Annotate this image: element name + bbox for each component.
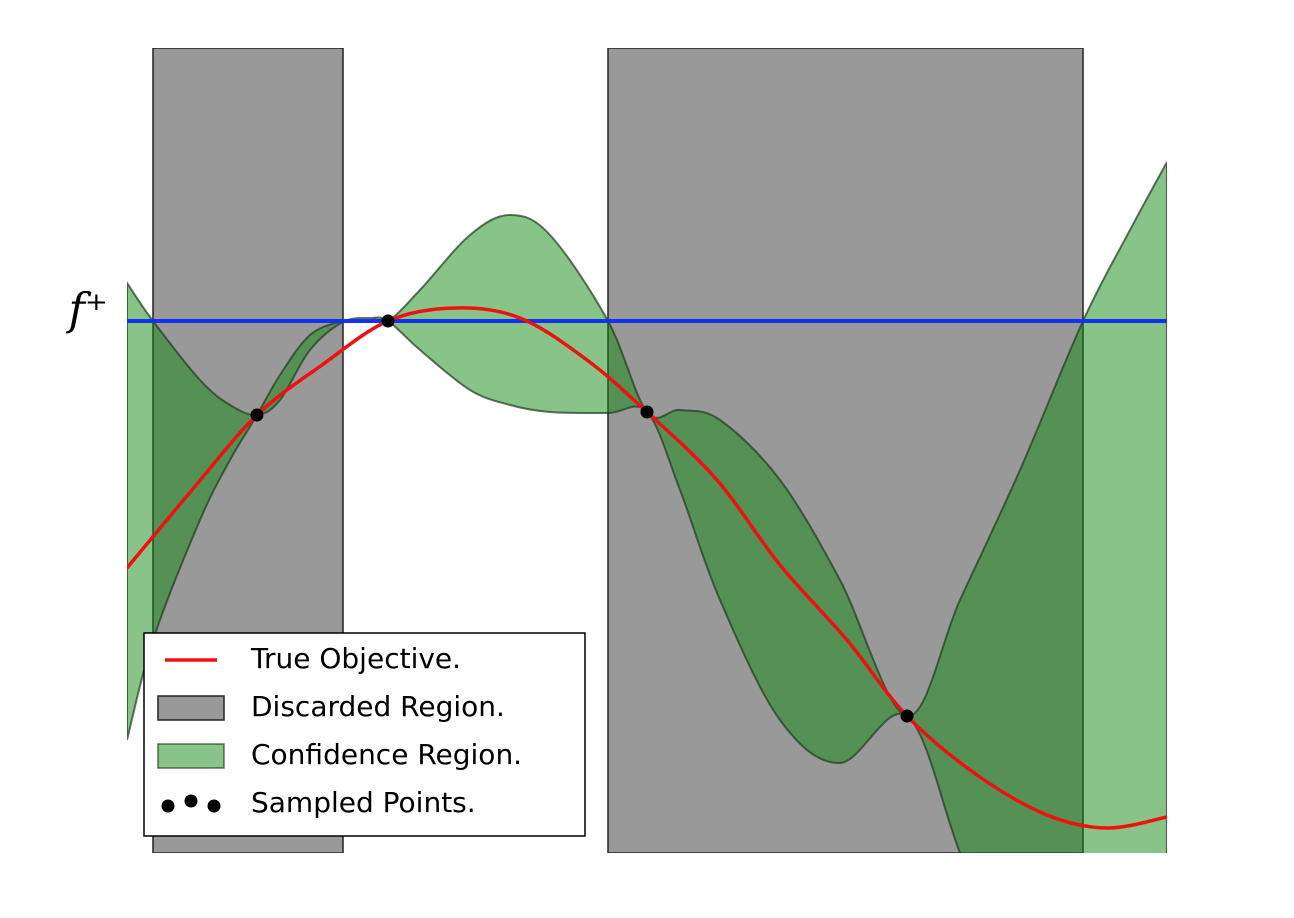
legend-marker <box>184 794 198 808</box>
legend-patch <box>157 695 225 721</box>
y-axis: f⁺ <box>65 285 108 336</box>
legend: True Objective. Discarded Region. Confiden… <box>143 632 586 837</box>
sampled-point <box>381 314 395 328</box>
legend-item: Sampled Points. <box>161 786 476 819</box>
legend-patch <box>157 743 225 769</box>
legend-item: Discarded Region. <box>157 690 505 723</box>
legend-item: True Objective. <box>165 642 461 675</box>
legend-label: Discarded Region. <box>251 690 505 723</box>
legend-marker <box>161 799 175 813</box>
y-tick-label: f⁺ <box>65 285 108 336</box>
sampled-point <box>640 405 654 419</box>
legend-marker <box>207 799 221 813</box>
legend-label: Confidence Region. <box>251 738 522 771</box>
plot-area <box>127 48 1167 853</box>
legend-label: True Objective. <box>250 642 461 675</box>
legend-label: Sampled Points. <box>251 786 476 819</box>
sampled-point <box>250 408 264 422</box>
sampled-point <box>900 709 914 723</box>
legend-item: Confidence Region. <box>157 738 522 771</box>
